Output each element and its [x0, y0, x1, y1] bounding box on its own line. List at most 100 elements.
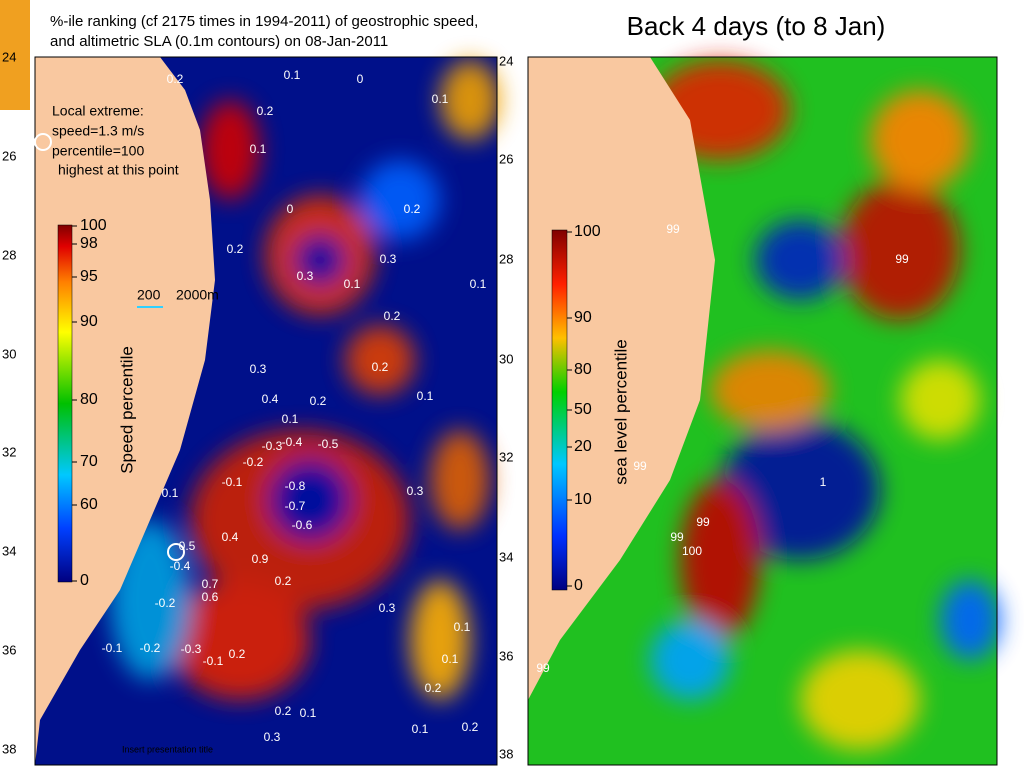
contour-label: 0.1 — [417, 389, 434, 403]
contour-label: 0.1 — [432, 92, 449, 106]
slide-title: Back 4 days (to 8 Jan) — [627, 11, 886, 41]
contour-label: 99 — [666, 222, 680, 236]
contour-label: -0.2 — [243, 455, 264, 469]
contour-label: 0.2 — [167, 72, 184, 86]
contour-label: 99 — [633, 459, 647, 473]
lat-label: 38 — [499, 746, 513, 761]
contour-label: -0.7 — [285, 499, 306, 513]
contour-label: -0.3 — [181, 642, 202, 656]
note: percentile=100 — [52, 143, 144, 159]
contour-label: 0.2 — [257, 104, 274, 118]
contour-label: 0.1 — [162, 486, 179, 500]
colorbar-tick-label: 70 — [80, 453, 98, 470]
colorbar-tick-label: 80 — [80, 391, 98, 408]
left-map — [34, 56, 500, 766]
colorbar-tick-label: 60 — [80, 496, 98, 513]
lat-label: 34 — [499, 549, 513, 564]
contour-label: 0.4 — [262, 392, 279, 406]
contour-label: 0.3 — [380, 252, 397, 266]
contour-label: 0.3 — [250, 362, 267, 376]
lat-label: 24 — [2, 49, 16, 64]
contour-label: 0.3 — [407, 484, 424, 498]
contour-label: 0.2 — [462, 720, 479, 734]
colorbar-label: sea level percentile — [611, 339, 630, 485]
colorbar-tick-label: 0 — [574, 577, 583, 594]
note: speed=1.3 m/s — [52, 123, 144, 139]
contour-label: 0.1 — [412, 722, 429, 736]
contour-label: -0.4 — [170, 559, 191, 573]
contour-label: 0.1 — [250, 142, 267, 156]
lat-label: 30 — [499, 351, 513, 366]
colorbar-tick-label: 50 — [574, 401, 592, 418]
lat-label: 36 — [499, 648, 513, 663]
contour-label: 0.7 — [202, 577, 219, 591]
colorbar-tick-label: 20 — [574, 438, 592, 455]
contour-label: -0.8 — [285, 479, 306, 493]
contour-label: -0.6 — [292, 518, 313, 532]
contour-label: -0.1 — [222, 475, 243, 489]
lat-label: 26 — [2, 148, 16, 163]
colorbar-label: Speed percentile — [117, 346, 136, 474]
accent-bar — [0, 0, 30, 110]
contour-label: 0.1 — [282, 412, 299, 426]
depth-label: 2000m — [176, 287, 219, 303]
lat-label: 26 — [499, 151, 513, 166]
footer: Insert presentation title — [122, 744, 213, 754]
contour-label: -0.4 — [282, 435, 303, 449]
contour-label: 99 — [895, 252, 909, 266]
contour-label: 0 — [357, 72, 364, 86]
lat-label: 38 — [2, 741, 16, 756]
contour-label: -0.2 — [140, 641, 161, 655]
contour-label: 0.1 — [300, 706, 317, 720]
colorbar-tick-label: 0 — [80, 572, 89, 589]
contour-label: -0.3 — [262, 439, 283, 453]
contour-label: 0.2 — [275, 574, 292, 588]
contour-label: 99 — [696, 515, 710, 529]
colorbar-tick-label: 90 — [574, 309, 592, 326]
contour-label: 0.2 — [227, 242, 244, 256]
contour-label: 100 — [682, 544, 702, 558]
colorbar-tick-label: 95 — [80, 268, 98, 285]
contour-label: 0.3 — [264, 730, 281, 744]
contour-label: 0.2 — [310, 394, 327, 408]
contour-label: 99 — [670, 530, 684, 544]
colorbar-tick-label: 100 — [574, 223, 601, 240]
contour-label: -0.1 — [102, 641, 123, 655]
contour-label: 0.3 — [297, 269, 314, 283]
contour-label: 0.1 — [442, 652, 459, 666]
lat-label: 34 — [2, 543, 16, 558]
contour-label: 0.4 — [222, 530, 239, 544]
contour-label: 0.6 — [202, 590, 219, 604]
contour-label: 0.1 — [284, 68, 301, 82]
map-title: %-ile ranking (cf 2175 times in 1994-201… — [50, 13, 478, 30]
contour-label: -0.2 — [155, 596, 176, 610]
map-title: and altimetric SLA (0.1m contours) on 08… — [50, 33, 388, 50]
contour-label: 0.2 — [229, 647, 246, 661]
lat-label: 36 — [2, 642, 16, 657]
contour-label: 0.2 — [404, 202, 421, 216]
contour-label: 0 — [287, 202, 294, 216]
contour-label: 99 — [536, 661, 550, 675]
lat-label: 28 — [499, 251, 513, 266]
colorbar-tick-label: 80 — [574, 361, 592, 378]
contour-label: -0.1 — [203, 654, 224, 668]
colorbar-tick-label: 90 — [80, 313, 98, 330]
contour-label: 0.2 — [372, 360, 389, 374]
lat-label: 28 — [2, 247, 16, 262]
right-map — [527, 56, 1000, 766]
lat-label: 30 — [2, 346, 16, 361]
contour-label: 0.2 — [275, 704, 292, 718]
lat-label: 32 — [2, 444, 16, 459]
contour-label: 0.9 — [252, 552, 269, 566]
contour-label: 0.2 — [384, 309, 401, 323]
contour-label: 0.1 — [470, 277, 487, 291]
contour-label: 0.1 — [344, 277, 361, 291]
contour-label: -0.5 — [318, 437, 339, 451]
lat-label: 32 — [499, 449, 513, 464]
colorbar-tick-label: 10 — [574, 491, 592, 508]
lat-label: 24 — [499, 53, 513, 68]
contour-label: 0.5 — [179, 539, 196, 553]
contour-label: 1 — [820, 475, 827, 489]
